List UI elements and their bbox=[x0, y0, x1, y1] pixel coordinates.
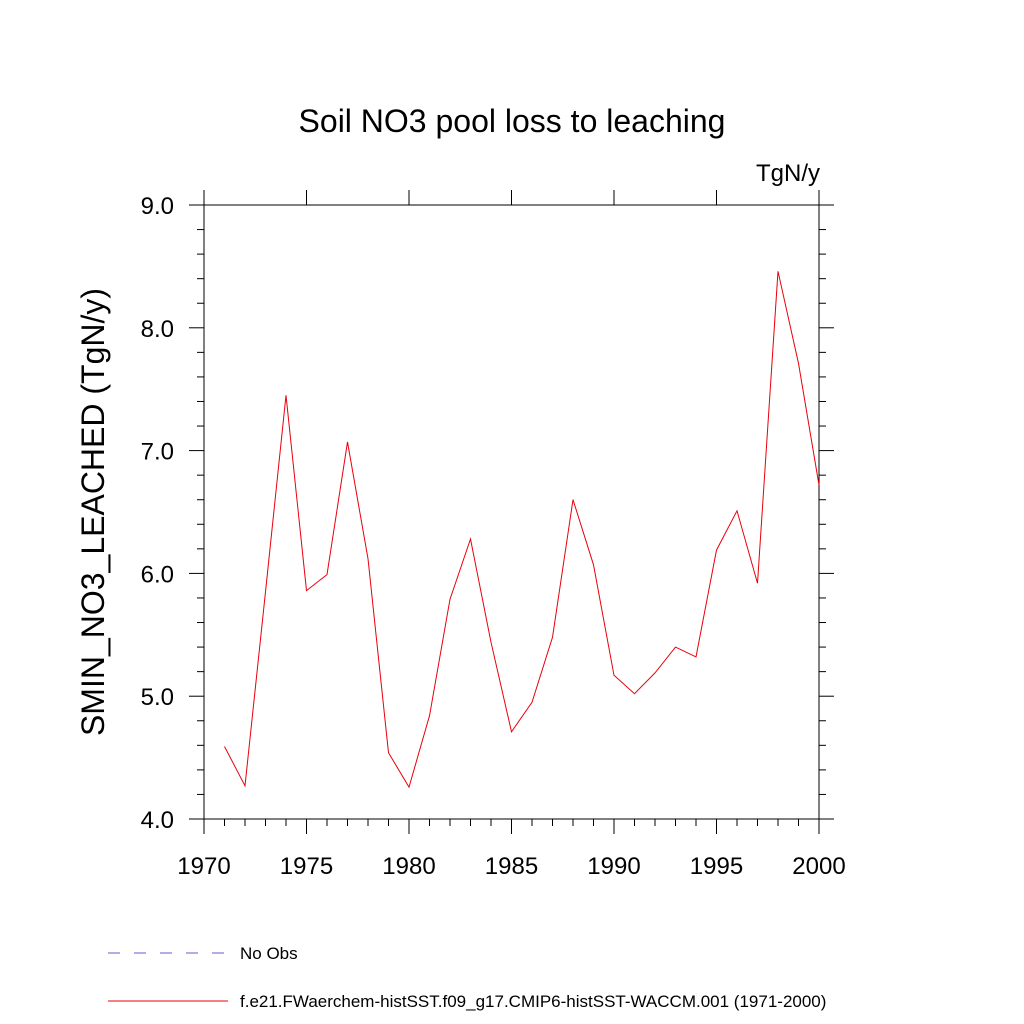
y-tick-label: 4.0 bbox=[141, 807, 174, 834]
y-tick-labels: 4.0 5.0 6.0 7.0 8.0 9.0 bbox=[141, 193, 174, 834]
x-tick-label: 1995 bbox=[690, 853, 743, 880]
units-label: TgN/y bbox=[756, 160, 820, 187]
legend-label-no-obs: No Obs bbox=[240, 944, 298, 963]
y-tick-label: 7.0 bbox=[141, 439, 174, 466]
axis-ticks bbox=[189, 190, 834, 834]
y-tick-label: 5.0 bbox=[141, 684, 174, 711]
y-tick-label: 6.0 bbox=[141, 561, 174, 588]
plot-frame bbox=[203, 204, 820, 820]
y-tick-label: 8.0 bbox=[141, 316, 174, 343]
x-tick-label: 1980 bbox=[382, 853, 435, 880]
chart-title: Soil NO3 pool loss to leaching bbox=[299, 103, 726, 139]
y-tick-label: 9.0 bbox=[141, 193, 174, 220]
x-tick-label: 1985 bbox=[485, 853, 538, 880]
x-tick-labels: 1970 1975 1980 1985 1990 1995 2000 bbox=[177, 853, 845, 880]
x-tick-label: 1975 bbox=[280, 853, 333, 880]
x-tick-label: 1970 bbox=[177, 853, 230, 880]
legend: No Obs f.e21.FWaerchem-histSST.f09_g17.C… bbox=[108, 944, 826, 1011]
series-layer bbox=[224, 271, 820, 789]
y-axis-label: SMIN_NO3_LEACHED (TgN/y) bbox=[75, 288, 111, 736]
legend-label-model: f.e21.FWaerchem-histSST.f09_g17.CMIP6-hi… bbox=[240, 992, 826, 1011]
x-tick-label: 1990 bbox=[587, 853, 640, 880]
series-line-model bbox=[224, 271, 820, 789]
x-tick-label: 2000 bbox=[792, 853, 845, 880]
